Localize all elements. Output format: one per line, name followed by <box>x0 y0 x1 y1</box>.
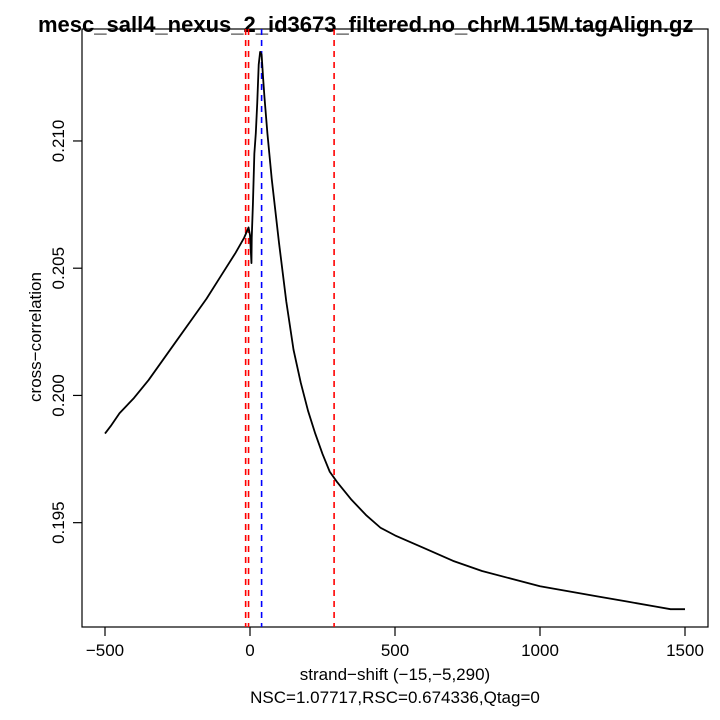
chart-subtitle: NSC=1.07717,RSC=0.674336,Qtag=0 <box>250 688 540 707</box>
y-axis: 0.195 0.200 0.205 0.210 <box>49 120 82 544</box>
x-tick-label-3: 1000 <box>521 641 559 660</box>
x-axis-label: strand−shift (−15,−5,290) <box>300 665 490 684</box>
y-tick-label-3: 0.210 <box>49 120 68 163</box>
y-axis-label: cross−correlation <box>26 272 45 402</box>
x-tick-label-0: −500 <box>86 641 124 660</box>
x-tick-label-2: 500 <box>381 641 409 660</box>
y-tick-label-1: 0.200 <box>49 374 68 417</box>
x-tick-label-4: 1500 <box>666 641 704 660</box>
x-tick-label-1: 0 <box>245 641 254 660</box>
y-tick-label-0: 0.195 <box>49 501 68 544</box>
chart-title: mesc_sall4_nexus_2_id3673_filtered.no_ch… <box>38 12 693 37</box>
y-tick-label-2: 0.205 <box>49 247 68 290</box>
reference-lines <box>244 29 335 627</box>
series-line-0 <box>104 51 685 611</box>
plot-frame <box>81 28 709 628</box>
series-layer <box>104 51 685 611</box>
x-axis: −500 0 500 1000 1500 <box>86 627 704 660</box>
